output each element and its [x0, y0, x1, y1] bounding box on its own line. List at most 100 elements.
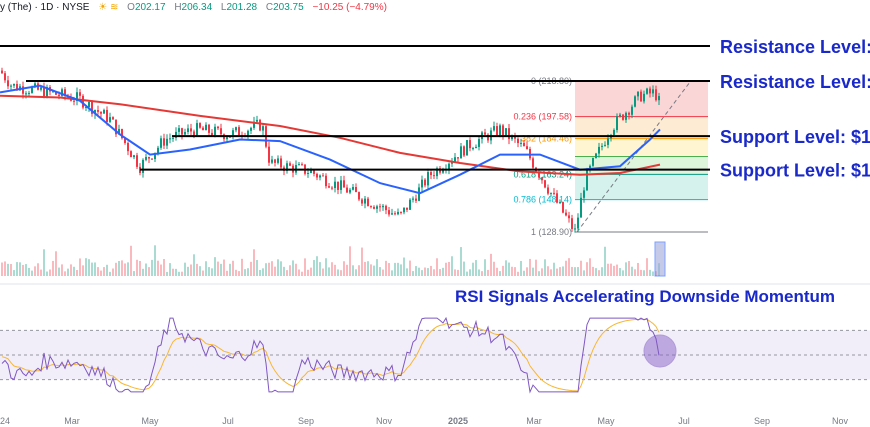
candle-body	[115, 119, 117, 135]
volume-bar	[415, 266, 417, 276]
candle-body	[220, 128, 222, 135]
volume-bar	[262, 268, 264, 276]
volume-bar	[73, 266, 75, 276]
volume-bar	[169, 263, 171, 276]
candle-body	[616, 116, 618, 131]
volume-bar	[454, 269, 456, 276]
volume-bar	[628, 261, 630, 276]
volume-bar	[613, 265, 615, 276]
candle-body	[331, 187, 333, 189]
candle-body	[412, 198, 414, 200]
volume-bar	[52, 260, 54, 276]
volume-bar	[85, 258, 87, 276]
x-axis-tick-label: May	[141, 416, 159, 426]
candle-body	[307, 173, 309, 175]
volume-bar	[277, 259, 279, 276]
candle-body	[499, 125, 501, 136]
candle-body	[262, 126, 264, 131]
candle-body	[40, 87, 42, 90]
volume-bar	[361, 247, 363, 276]
candle-body	[124, 138, 126, 143]
candle-body	[448, 163, 450, 170]
volume-bar	[589, 258, 591, 276]
volume-bar	[580, 260, 582, 276]
candle-body	[442, 170, 444, 173]
volume-bar	[499, 271, 501, 276]
volume-bar	[151, 259, 153, 276]
candle-body	[547, 187, 549, 194]
candle-body	[532, 158, 534, 168]
candle-body	[10, 85, 12, 87]
volume-bar	[457, 269, 459, 276]
candle-body	[520, 142, 522, 144]
candle-body	[562, 202, 564, 213]
candle-body	[343, 180, 345, 188]
volume-bar	[379, 267, 381, 276]
high-label: H	[174, 2, 182, 13]
volume-bar	[199, 266, 201, 276]
volume-bar	[196, 263, 198, 276]
candle-body	[136, 155, 138, 167]
weather-icon: ☀ ≋	[98, 2, 119, 13]
candle-body	[238, 127, 240, 136]
open-label: O	[127, 2, 135, 13]
volume-bar	[64, 271, 66, 276]
candle-body	[652, 89, 654, 94]
volume-bar	[475, 260, 477, 276]
volume-bar	[178, 271, 180, 276]
candle-body	[466, 140, 468, 156]
open-value: 202.17	[134, 2, 166, 13]
candle-body	[463, 146, 465, 156]
candle-body	[28, 92, 30, 94]
volume-bar	[274, 266, 276, 276]
volume-bar	[28, 267, 30, 276]
candle-body	[421, 179, 423, 188]
volume-bar	[616, 264, 618, 276]
candle-body	[16, 83, 18, 91]
candle-body	[613, 130, 615, 135]
volume-bar	[385, 260, 387, 276]
x-axis-tick-label: Jul	[678, 416, 690, 426]
candle-body	[346, 187, 348, 193]
volume-bar	[595, 268, 597, 276]
candle-body	[508, 128, 510, 140]
volume-bar	[550, 269, 552, 276]
volume-bar	[619, 268, 621, 276]
candle-body	[217, 126, 219, 129]
candle-body	[187, 128, 189, 132]
candle-body	[316, 173, 318, 178]
candle-body	[328, 186, 330, 188]
candle-body	[148, 156, 150, 159]
candle-body	[484, 132, 486, 135]
candle-body	[46, 87, 48, 98]
candle-body	[367, 198, 369, 207]
volume-bar	[100, 270, 102, 276]
candle-body	[658, 96, 660, 101]
volume-bar	[13, 270, 15, 276]
candle-body	[370, 206, 372, 208]
volume-bar	[532, 267, 534, 276]
volume-bar	[412, 271, 414, 276]
candle-body	[319, 175, 321, 178]
candle-body	[478, 139, 480, 147]
candle-body	[250, 127, 252, 131]
volume-bar	[202, 270, 204, 276]
volume-bar	[226, 270, 228, 276]
volume-bar	[466, 271, 468, 276]
candle-body	[352, 187, 354, 190]
candle-body	[208, 124, 210, 133]
volume-bar	[526, 267, 528, 276]
candle-body	[340, 180, 342, 190]
candle-body	[277, 158, 279, 163]
volume-bar	[298, 269, 300, 276]
volume-bar	[307, 269, 309, 276]
candle-body	[607, 138, 609, 145]
candle-body	[169, 138, 171, 140]
candle-body	[511, 135, 513, 140]
candle-body	[130, 151, 132, 158]
volume-bar	[289, 265, 291, 276]
candle-body	[157, 147, 159, 153]
volume-bar	[343, 261, 345, 276]
candle-body	[106, 109, 108, 122]
